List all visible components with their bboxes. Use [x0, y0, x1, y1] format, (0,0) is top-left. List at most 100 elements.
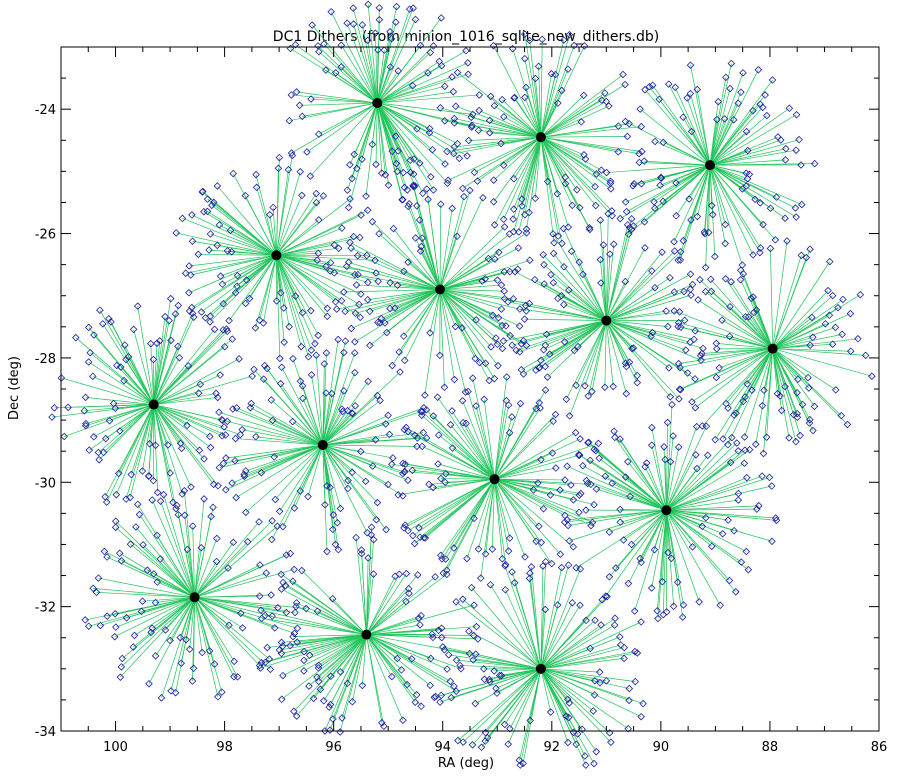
dither-line: [772, 327, 836, 349]
dither-line: [605, 254, 611, 321]
dither-line: [419, 478, 495, 538]
dither-point: [490, 221, 499, 229]
dither-point: [467, 583, 476, 592]
dither-point: [361, 477, 370, 486]
dither-point: [755, 501, 763, 510]
dither-point: [734, 489, 743, 498]
dither-point: [284, 166, 293, 174]
dither-line: [61, 377, 154, 405]
dither-point: [740, 433, 749, 441]
dither-point: [608, 479, 616, 487]
dither-line: [366, 634, 412, 660]
dither-line: [606, 284, 693, 321]
dither-point: [337, 296, 346, 305]
dither-line: [666, 509, 747, 552]
dither-line: [276, 255, 281, 359]
dither-line: [612, 482, 667, 511]
dither-point: [182, 635, 190, 644]
dither-point: [302, 604, 310, 613]
dither-point: [756, 100, 764, 108]
dither-point: [727, 278, 735, 286]
dither-point: [498, 95, 506, 104]
y-tick-label: -30: [35, 476, 56, 491]
dither-line: [155, 597, 195, 657]
dither-line: [540, 644, 621, 670]
dither-line: [104, 404, 155, 497]
dither-point: [726, 84, 734, 93]
dither-point: [629, 344, 638, 352]
dither-point: [792, 213, 800, 221]
dither-point: [758, 103, 767, 112]
dither-line: [752, 296, 773, 349]
dither-line: [293, 634, 367, 637]
dither-point: [590, 445, 599, 454]
dither-line: [675, 164, 711, 216]
dither-point: [527, 563, 536, 571]
dither-line: [255, 436, 323, 446]
dither-line: [322, 444, 349, 489]
dither-line: [96, 592, 195, 598]
dither-point: [282, 608, 291, 617]
dither-point: [483, 733, 492, 742]
dither-line: [680, 348, 773, 390]
dither-line: [404, 471, 495, 480]
dither-point: [688, 543, 697, 551]
dither-line: [153, 404, 182, 449]
dither-point: [368, 462, 377, 470]
dither-line: [322, 444, 387, 530]
dither-point: [498, 344, 507, 353]
dither-point: [467, 123, 476, 131]
dither-point: [126, 540, 135, 549]
dither-point: [481, 550, 490, 558]
dither-line: [507, 668, 542, 745]
dither-point: [493, 340, 502, 349]
dither-point: [344, 203, 353, 212]
dither-point: [262, 569, 271, 577]
dither-point: [425, 480, 433, 489]
dither-line: [540, 668, 636, 682]
dither-point: [447, 693, 456, 702]
dither-point: [153, 578, 162, 586]
dither-line: [153, 358, 240, 405]
dither-line: [276, 255, 309, 357]
dither-point: [601, 383, 609, 391]
dither-point: [270, 624, 279, 632]
dither-point: [785, 434, 793, 442]
dither-point: [515, 348, 524, 356]
dither-point: [659, 610, 668, 619]
dither-point: [743, 473, 751, 482]
dither-line: [153, 404, 211, 448]
dither-line: [185, 254, 277, 274]
dither-line: [709, 139, 800, 166]
dither-point: [452, 656, 461, 664]
dither-point: [509, 228, 518, 236]
dither-point: [451, 322, 460, 331]
dither-line: [322, 444, 366, 482]
dither-point: [111, 609, 119, 618]
dither-line: [309, 634, 367, 656]
dither-line: [577, 320, 607, 347]
dither-point: [694, 296, 702, 304]
dither-point: [713, 115, 721, 124]
dither-line: [503, 320, 607, 342]
dither-point: [288, 417, 297, 426]
dither-line: [494, 478, 551, 496]
dither-point: [351, 309, 360, 318]
dither-line: [494, 479, 506, 565]
dither-line: [75, 337, 154, 405]
dither-line: [251, 403, 323, 446]
y-tick-label: -28: [35, 352, 56, 367]
dither-line: [361, 550, 367, 635]
dither-point: [560, 300, 568, 309]
dither-line: [540, 668, 607, 682]
dither-point: [399, 716, 407, 725]
dither-point: [312, 351, 320, 359]
dither-line: [504, 565, 542, 669]
dither-line: [412, 478, 495, 536]
dither-line: [137, 306, 155, 405]
dither-point: [213, 241, 222, 250]
dither-line: [540, 647, 625, 670]
dither-point: [90, 331, 98, 339]
dither-point: [332, 305, 341, 313]
dither-point: [214, 482, 222, 490]
